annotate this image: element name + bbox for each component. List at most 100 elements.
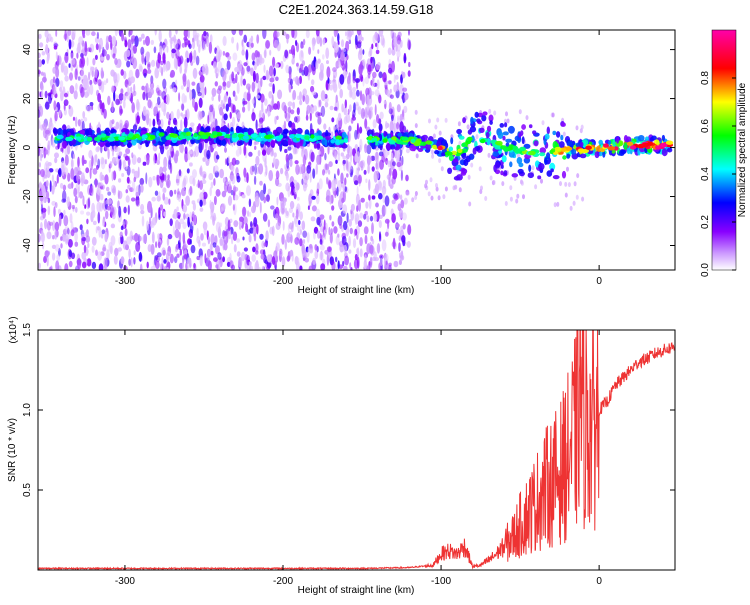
- noise-blob: [114, 57, 118, 66]
- noise-blob: [65, 52, 69, 57]
- noise-blob: [86, 47, 92, 52]
- noise-blob: [179, 55, 184, 65]
- noise-blob: [191, 81, 196, 86]
- ridge-core: [585, 145, 592, 150]
- noise-blob: [172, 87, 177, 93]
- noise-blob: [253, 61, 257, 71]
- noise-blob: [169, 189, 174, 197]
- noise-blob: [125, 195, 130, 203]
- ridge-core: [339, 139, 345, 144]
- noise-blob: [369, 106, 373, 111]
- noise-blob: [187, 30, 190, 39]
- ridge-blob: [296, 140, 301, 149]
- noise-blob: [238, 256, 243, 268]
- noise-blob: [42, 242, 45, 250]
- noise-blob: [70, 229, 75, 237]
- noise-blob: [319, 239, 323, 245]
- ridge-blob: [521, 136, 525, 145]
- ridge-blob: [124, 128, 130, 135]
- noise-blob: [107, 148, 110, 160]
- noise-blob: [218, 85, 222, 91]
- ridge-blob: [145, 141, 149, 148]
- noise-blob: [566, 166, 569, 172]
- noise-blob: [354, 180, 359, 186]
- ridge-core: [185, 135, 193, 141]
- noise-blob: [154, 190, 159, 196]
- noise-blob: [375, 202, 379, 208]
- noise-blob: [213, 178, 216, 186]
- noise-blob: [80, 210, 85, 215]
- x-tick-label: -200: [273, 576, 293, 587]
- noise-blob: [64, 92, 68, 98]
- noise-blob: [504, 118, 507, 124]
- ridge-blob: [463, 158, 469, 167]
- noise-blob: [209, 34, 213, 44]
- noise-blob: [132, 124, 138, 131]
- noise-blob: [102, 244, 107, 252]
- noise-blob: [189, 175, 194, 185]
- noise-blob: [41, 89, 44, 100]
- noise-blob: [159, 178, 164, 189]
- ridge-core: [560, 147, 567, 152]
- noise-blob: [301, 243, 306, 254]
- noise-blob: [407, 70, 411, 77]
- noise-blob: [192, 177, 196, 187]
- noise-blob: [86, 57, 89, 67]
- noise-blob: [64, 75, 69, 82]
- noise-blob: [369, 256, 373, 268]
- noise-blob: [203, 223, 207, 236]
- noise-blob: [241, 251, 246, 262]
- noise-blob: [170, 37, 173, 50]
- ridge-core: [56, 134, 64, 140]
- noise-blob: [280, 167, 284, 175]
- noise-blob: [333, 125, 336, 132]
- noise-blob: [252, 246, 256, 253]
- noise-blob: [310, 216, 316, 222]
- noise-blob: [318, 71, 324, 81]
- noise-blob: [484, 196, 488, 201]
- noise-blob: [346, 35, 352, 41]
- noise-blob: [350, 203, 355, 212]
- noise-blob: [414, 109, 418, 115]
- noise-blob: [299, 100, 303, 106]
- noise-blob: [352, 86, 357, 92]
- noise-blob: [90, 66, 95, 72]
- noise-blob: [232, 116, 236, 127]
- noise-blob: [210, 244, 213, 250]
- ridge-blob: [287, 138, 292, 146]
- noise-blob: [356, 205, 359, 212]
- noise-blob: [405, 174, 409, 182]
- ridge-blob: [441, 139, 447, 147]
- noise-blob: [275, 222, 281, 231]
- ridge-blob: [417, 148, 424, 152]
- noise-blob: [179, 248, 182, 256]
- noise-blob: [324, 152, 327, 161]
- noise-blob: [60, 90, 64, 102]
- noise-blob: [299, 63, 304, 73]
- noise-blob: [150, 59, 156, 67]
- noise-blob: [393, 84, 398, 93]
- noise-blob: [553, 202, 557, 208]
- ridge-blob: [448, 154, 454, 162]
- noise-blob: [63, 108, 67, 116]
- noise-blob: [120, 225, 124, 231]
- noise-blob: [49, 180, 52, 193]
- ridge-blob: [539, 147, 547, 154]
- noise-blob: [363, 259, 367, 270]
- noise-blob: [38, 103, 42, 109]
- noise-blob: [118, 151, 123, 156]
- noise-blob: [396, 104, 401, 113]
- noise-blob: [396, 122, 400, 130]
- noise-blob: [124, 228, 128, 237]
- noise-blob: [109, 161, 113, 169]
- noise-blob: [405, 191, 410, 196]
- noise-blob: [329, 105, 334, 111]
- noise-blob: [73, 187, 78, 197]
- noise-blob: [166, 149, 171, 159]
- noise-blob: [342, 182, 345, 192]
- noise-blob: [139, 263, 143, 270]
- ridge-core: [343, 138, 349, 143]
- noise-blob: [117, 189, 120, 200]
- noise-blob: [97, 211, 101, 224]
- noise-blob: [48, 221, 54, 226]
